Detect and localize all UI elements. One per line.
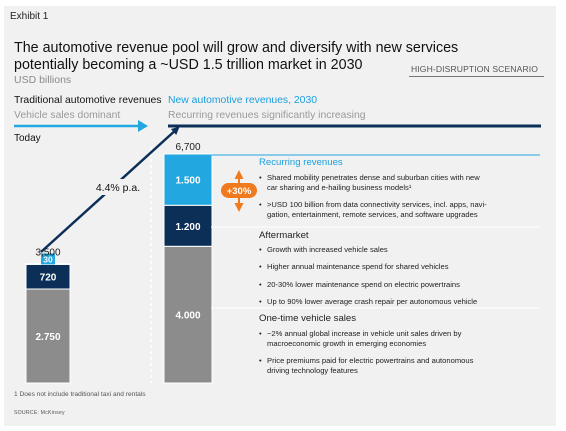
aftermarket-bullet-1: Growth with increased vehicle sales <box>259 245 547 255</box>
bullet-line: Price premiums paid for electric powertr… <box>267 356 474 365</box>
aftermarket-bullet-4: Up to 90% lower average crash repair per… <box>259 297 547 307</box>
one-time-heading: One-time vehicle sales <box>259 313 357 324</box>
value-badge-today-recurring <box>41 253 55 265</box>
aftermarket-bullet-2: Higher annual maintenance spend for shar… <box>259 262 547 272</box>
traditional-revenues-sublabel: Vehicle sales dominant <box>14 110 121 121</box>
today-label: Today <box>14 133 41 144</box>
value-label-2030-one-time: 4.000 <box>175 311 200 322</box>
recurring-heading: Recurring revenues <box>259 157 343 168</box>
growth-label-bg <box>90 179 146 195</box>
total-label-today: 3,500 <box>35 247 60 258</box>
value-label-today-aftermarket: 720 <box>40 273 57 284</box>
bar-2030-recurring <box>163 153 213 206</box>
recurring-bullet-2: >USD 100 billion from data connectivity … <box>259 200 547 219</box>
traditional-revenues-label: Traditional automotive revenues <box>14 95 162 106</box>
growth-rate-label: 4.4% p.a. <box>96 182 140 194</box>
bullet-line: gation, entertainment, remote services, … <box>267 209 478 219</box>
increase-label: +30% <box>227 186 252 197</box>
new-revenues-label: New automotive revenues, 2030 <box>168 95 318 106</box>
bar-2030-one-time <box>163 245 213 384</box>
bullet-line: macroeconomic growth in emerging economi… <box>267 338 427 348</box>
bullet-line: 20-30% lower maintenance spend on electr… <box>267 280 460 289</box>
recurring-bullet-1: Shared mobility penetrates dense and sub… <box>259 173 547 192</box>
increase-badge <box>221 183 257 198</box>
bar-today-one-time <box>25 288 71 384</box>
bullet-line: Shared mobility penetrates dense and sub… <box>267 173 480 182</box>
scenario-underline <box>409 76 544 77</box>
exhibit-number: Exhibit 1 <box>10 11 49 22</box>
footnote: 1 Does not include traditional taxi and … <box>14 391 146 398</box>
bullet-line: car sharing and e-hailing business model… <box>267 182 412 192</box>
new-revenues-sublabel: Recurring revenues significantly increas… <box>168 110 366 121</box>
aftermarket-heading: Aftermarket <box>259 230 309 241</box>
scenario-label: HIGH-DISRUPTION SCENARIO <box>411 64 539 74</box>
source-note: SOURCE: McKinsey <box>14 410 65 416</box>
value-label-today-recurring: 30 <box>43 254 53 264</box>
chart-title: The automotive revenue pool will grow an… <box>14 40 459 73</box>
value-label-2030-recurring: 1.500 <box>175 176 200 187</box>
bullet-line: Up to 90% lower average crash repair per… <box>267 297 478 306</box>
aftermarket-bullet-3: 20-30% lower maintenance spend on electr… <box>259 280 547 290</box>
bullet-line: driving technology features <box>267 365 358 375</box>
bullet-line: Growth with increased vehicle sales <box>267 245 388 254</box>
bar-today-aftermarket <box>25 263 71 290</box>
bullet-line: Higher annual maintenance spend for shar… <box>267 262 449 271</box>
value-label-today-one-time: 2.750 <box>35 332 60 343</box>
bullet-line: >USD 100 billion from data connectivity … <box>267 200 487 209</box>
value-label-2030-aftermarket: 1.200 <box>175 222 200 233</box>
one-time-bullet-1: ~2% annual global increase in vehicle un… <box>259 329 547 348</box>
one-time-bullet-2: Price premiums paid for electric powertr… <box>259 356 547 375</box>
bar-2030-aftermarket <box>163 204 213 247</box>
chart-subtitle: USD billions <box>14 74 72 86</box>
bullet-line: ~2% annual global increase in vehicle un… <box>267 329 462 338</box>
total-label-2030: 6,700 <box>175 142 200 153</box>
